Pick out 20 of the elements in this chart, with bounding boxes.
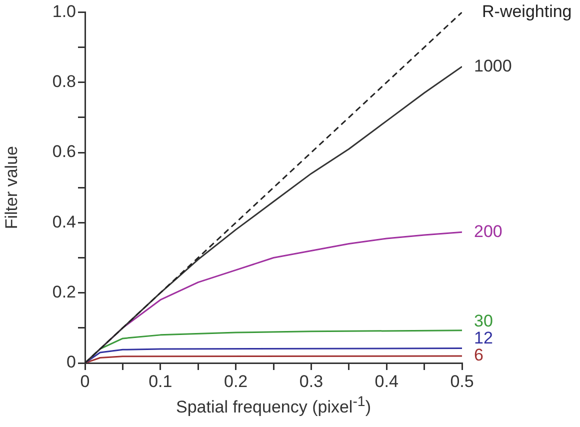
- y-tick-label: 0.2: [52, 282, 76, 302]
- x-axis-title: Spatial frequency (pixel$^{-1}$): [175, 394, 372, 418]
- x-tick-label: 0.1: [148, 372, 172, 391]
- y-axis-title: Filter value: [2, 146, 21, 230]
- series-label: 200: [474, 222, 502, 241]
- x-tick-label: 0.5: [450, 372, 474, 391]
- x-tick-label: 0: [80, 372, 90, 391]
- series-label: 6: [474, 346, 484, 365]
- x-tick-label: 0.3: [299, 372, 324, 391]
- series-label: 1000: [474, 56, 512, 76]
- x-tick-label: 0.4: [374, 372, 398, 391]
- series-label: 12: [474, 328, 493, 348]
- y-tick-label: 0: [66, 352, 76, 372]
- series-label: 30: [474, 312, 493, 331]
- y-tick-label: 0.6: [52, 142, 76, 162]
- series-label: R-weighting: [482, 2, 572, 21]
- y-tick-label: 0.4: [52, 212, 76, 232]
- y-tick-label: 1.0: [52, 2, 76, 21]
- y-tick-label: 0.8: [52, 72, 76, 92]
- x-tick-label: 0.2: [224, 372, 248, 391]
